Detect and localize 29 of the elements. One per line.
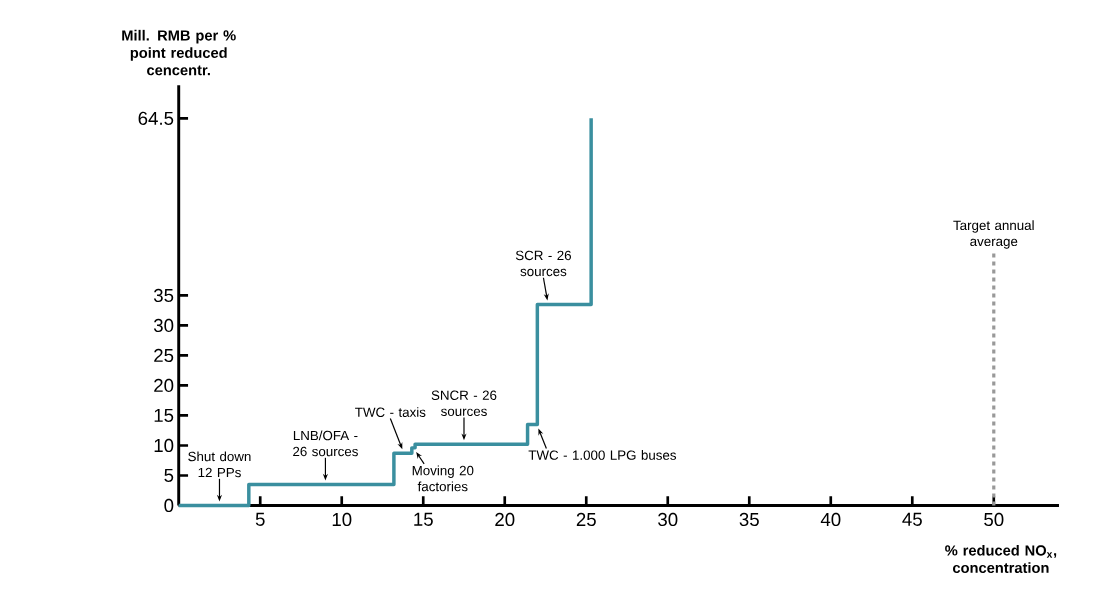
annotation: SCR - 26 sources	[515, 250, 571, 277]
x-tick-label: 35	[739, 512, 759, 527]
x-tick-label: 40	[820, 512, 841, 527]
annotation: SNCR - 26 sources	[431, 390, 497, 417]
x-tick-label: 30	[658, 512, 678, 527]
y-tick-label: 20	[154, 378, 174, 393]
x-axis-title: % reduced NO$_{x}$, concentration	[945, 544, 1057, 574]
annotation: TWC - 1.000 LPG buses	[528, 450, 677, 460]
y-axis-title: Mill. RMB per % point reduced cencentr.	[122, 29, 236, 76]
y-tick-label: 10	[154, 438, 174, 453]
annotation: Shut down 12 PPs	[188, 451, 251, 478]
annotation: Moving 20 factories	[412, 465, 474, 492]
annotation: LNB/OFA - 26 sources	[293, 430, 358, 457]
y-tick-label: 35	[153, 288, 174, 303]
y-tick-label: 15	[154, 409, 174, 423]
y-tick-label: 30	[153, 318, 174, 333]
x-tick-label: 50	[984, 512, 1004, 527]
y-tick-label: 0	[164, 498, 174, 513]
x-tick-label: 25	[576, 512, 596, 527]
x-tick-label: 5	[255, 512, 265, 526]
x-tick-label: 15	[414, 512, 433, 526]
x-tick-label: 45	[902, 512, 922, 526]
x-tick-label: 10	[332, 512, 352, 527]
y-tick-label: 5	[164, 469, 174, 483]
x-tick-label: 20	[495, 512, 515, 527]
annotation: TWC - taxis	[355, 407, 426, 418]
y-tick-label: 25	[154, 348, 174, 363]
y-tick-label: 64.5	[138, 111, 174, 126]
ref-line-label: Target annual average	[953, 220, 1034, 249]
